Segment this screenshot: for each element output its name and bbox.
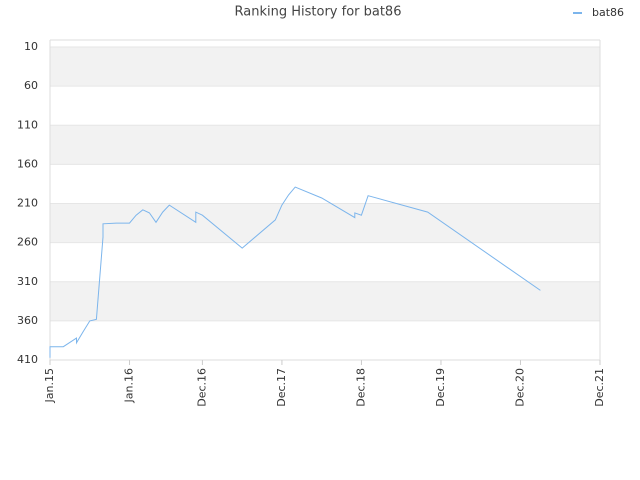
grid-band bbox=[50, 203, 600, 243]
x-tick-label: Dec.17 bbox=[275, 368, 288, 407]
grid-band bbox=[50, 125, 600, 165]
grid-band bbox=[50, 47, 600, 87]
grid-band bbox=[50, 281, 600, 321]
x-tick-label: Dec.16 bbox=[195, 368, 208, 407]
y-tick-label: 410 bbox=[17, 353, 38, 366]
y-tick-label: 210 bbox=[17, 197, 38, 210]
data-line bbox=[49, 186, 541, 358]
y-tick-label: 310 bbox=[17, 275, 38, 288]
x-tick-label: Dec.19 bbox=[434, 368, 447, 407]
y-tick-label: 10 bbox=[24, 40, 38, 53]
x-tick-label: Jan.16 bbox=[123, 368, 136, 403]
legend-label: bat86 bbox=[592, 6, 624, 19]
x-tick-label: Dec.18 bbox=[354, 368, 367, 407]
y-tick-label: 360 bbox=[17, 314, 38, 327]
x-tick-label: Dec.20 bbox=[513, 368, 526, 407]
y-tick-label: 60 bbox=[24, 79, 38, 92]
x-tick-label: Dec.21 bbox=[593, 368, 606, 407]
chart-title: Ranking History for bat86 bbox=[235, 5, 402, 20]
x-tick-label: Jan.15 bbox=[43, 368, 56, 403]
y-tick-label: 110 bbox=[17, 118, 38, 131]
y-tick-label: 160 bbox=[17, 157, 38, 170]
y-tick-label: 260 bbox=[17, 236, 38, 249]
